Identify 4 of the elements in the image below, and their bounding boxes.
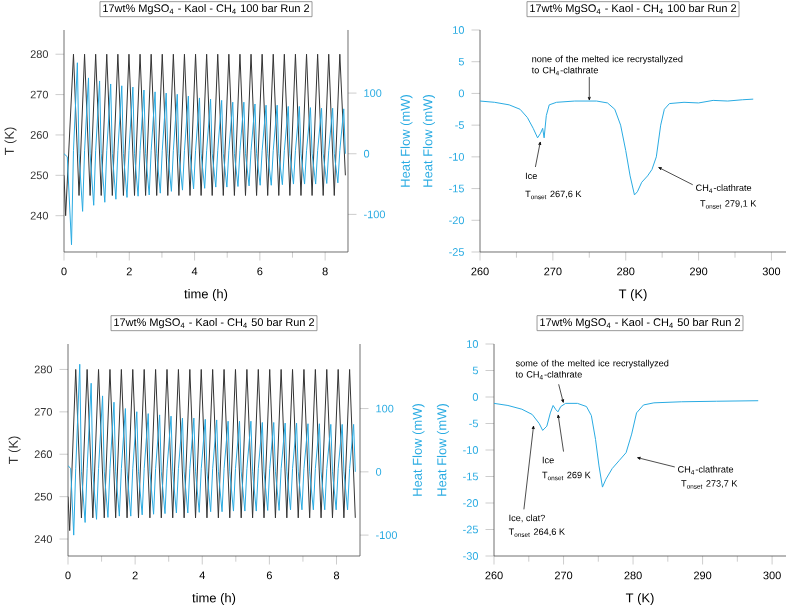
line-series <box>64 53 346 217</box>
line-series <box>480 98 754 196</box>
line-series <box>494 399 759 488</box>
line-series <box>64 62 346 246</box>
